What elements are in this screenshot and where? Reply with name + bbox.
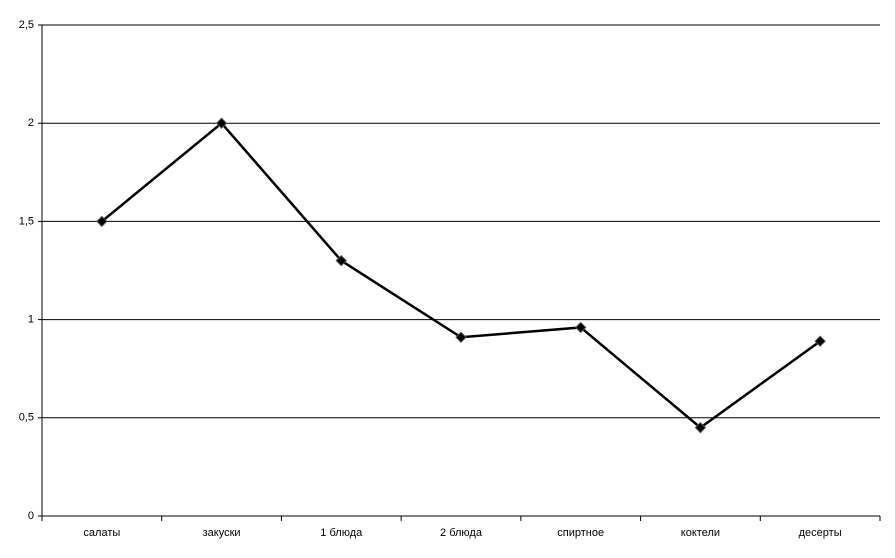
marker <box>335 254 347 267</box>
y-tick-label: 2,5 <box>19 19 34 31</box>
y-tick-label: 1,5 <box>19 215 34 227</box>
y-tick-label: 2 <box>28 117 34 129</box>
x-tick-label: закуски <box>203 527 241 539</box>
x-tick-label: десерты <box>799 527 842 539</box>
marker <box>575 321 587 334</box>
marker <box>694 421 707 434</box>
x-tick-label: коктели <box>681 527 720 539</box>
x-tick-label: салаты <box>83 527 120 539</box>
series-line <box>101 121 821 430</box>
y-tick-label: 0,5 <box>19 412 34 424</box>
x-tick-label: спиртное <box>557 527 604 539</box>
x-tick-label: 2 блюда <box>440 527 483 539</box>
x-tick-label: 1 блюда <box>320 527 363 539</box>
marker <box>455 331 467 343</box>
marker <box>215 117 228 129</box>
marker <box>814 335 826 347</box>
marker <box>96 215 108 228</box>
y-tick-label: 1 <box>28 314 34 326</box>
y-tick-label: 0 <box>28 510 34 522</box>
